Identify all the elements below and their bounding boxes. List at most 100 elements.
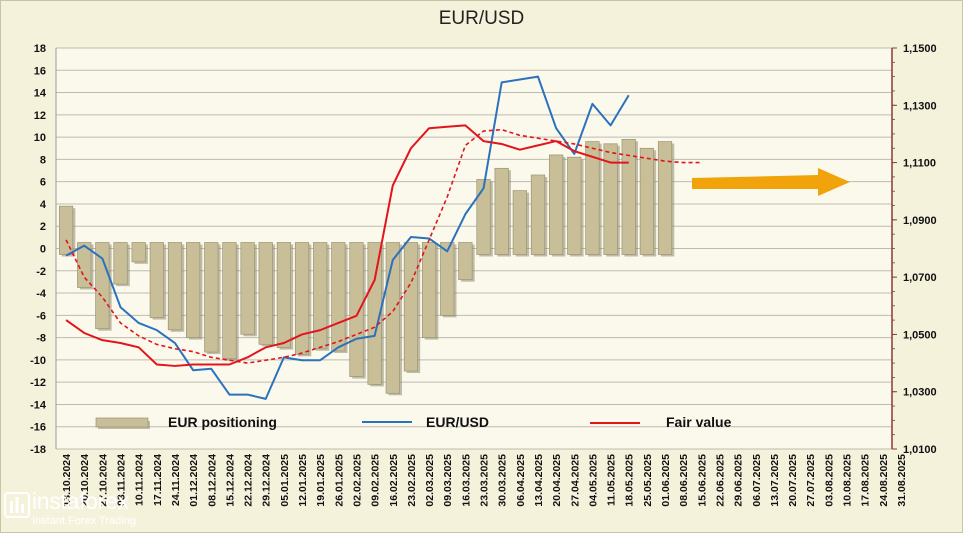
y-left-tick-label: -14 xyxy=(30,399,47,411)
legend-label-fair-value: Fair value xyxy=(666,414,732,430)
bar-eur-positioning xyxy=(385,242,400,394)
x-tick-label: 13.04.2025 xyxy=(533,454,545,507)
bar-eur-positioning xyxy=(349,242,364,377)
x-tick-label: 10.08.2025 xyxy=(842,454,854,507)
x-tick-label: 24.08.2025 xyxy=(878,454,890,507)
y-left-tick-label: -2 xyxy=(36,266,46,278)
x-tick-label: 27.07.2025 xyxy=(805,454,817,507)
bar-eur-positioning xyxy=(367,242,382,385)
line-fair-value xyxy=(65,124,629,367)
bar-eur-positioning xyxy=(567,156,582,255)
y-left-tick-label: -16 xyxy=(30,422,46,434)
x-tick-label: 15.06.2025 xyxy=(696,454,708,507)
legend-marker-positioning xyxy=(95,417,149,428)
x-tick-label: 29.06.2025 xyxy=(733,454,745,507)
bar-eur-positioning xyxy=(476,179,491,255)
x-tick-label: 16.02.2025 xyxy=(388,454,400,507)
y-left-tick-label: -10 xyxy=(30,355,46,367)
bar-eur-positioning xyxy=(204,242,219,353)
y-right-tick-label: 1,0700 xyxy=(903,272,937,284)
x-tick-label: 22.12.2024 xyxy=(243,454,255,507)
bar-eur-positioning xyxy=(639,147,654,255)
x-tick-label: 10.11.2024 xyxy=(134,454,146,506)
y-left-tick-label: 10 xyxy=(34,132,46,144)
bar-eur-positioning xyxy=(240,242,255,335)
bar-eur-positioning xyxy=(95,242,110,330)
x-tick-label: 02.03.2025 xyxy=(424,454,436,507)
x-tick-label: 31.08.2025 xyxy=(896,454,908,507)
legend-label-eurusd: EUR/USD xyxy=(426,414,490,430)
x-tick-label: 20.10.2024 xyxy=(79,454,91,507)
bar-eur-positioning xyxy=(549,154,564,255)
bar-eur-positioning xyxy=(167,242,183,331)
y-left-tick-label: -12 xyxy=(30,377,46,389)
x-tick-label: 13.10.2024 xyxy=(61,454,73,507)
bar-eur-positioning xyxy=(131,242,146,263)
bar-eur-positioning xyxy=(621,138,636,255)
line-eur-usd xyxy=(65,75,630,400)
y-right-tick-label: 1,1100 xyxy=(903,158,936,170)
y-left-tick-label: 2 xyxy=(40,221,46,233)
y-left-tick-label: 4 xyxy=(40,199,47,211)
x-tick-label: 19.01.2025 xyxy=(315,454,327,507)
x-tick-label: 03.11.2024 xyxy=(116,454,128,506)
y-right-tick-label: 1,1300 xyxy=(903,100,937,112)
bar-eur-positioning xyxy=(458,242,473,281)
bar-eur-positioning xyxy=(77,242,92,288)
x-tick-label: 09.02.2025 xyxy=(370,454,382,507)
y-right-tick-label: 1,0100 xyxy=(903,444,937,456)
y-left-tick-label: 0 xyxy=(40,244,46,256)
x-tick-label: 03.08.2025 xyxy=(823,454,835,507)
bar-eur-positioning xyxy=(222,242,237,360)
bar-eur-positioning xyxy=(313,242,328,350)
y-left-tick-label: -6 xyxy=(36,310,46,322)
logo-tagline: Instant Forex Trading xyxy=(32,515,136,527)
x-tick-label: 27.10.2024 xyxy=(97,454,109,507)
x-tick-label: 06.04.2025 xyxy=(515,454,527,507)
bar-eur-positioning xyxy=(294,242,310,355)
x-tick-label: 20.04.2025 xyxy=(551,454,563,507)
y-right-tick-label: 1,0900 xyxy=(903,215,937,227)
line-fair-value-trend xyxy=(65,128,702,364)
bar-eur-positioning xyxy=(331,242,346,352)
logo-name: instaforex xyxy=(32,488,129,514)
x-tick-label: 13.07.2025 xyxy=(769,454,781,507)
x-tick-label: 22.06.2025 xyxy=(714,454,726,507)
bar-eur-positioning xyxy=(530,174,546,255)
bar-eur-positioning xyxy=(440,242,455,316)
y-left-tick-label: 16 xyxy=(34,65,46,77)
y-right-tick-label: 1,1500 xyxy=(903,43,937,55)
x-tick-label: 18.05.2025 xyxy=(624,454,636,507)
x-tick-label: 26.01.2025 xyxy=(333,454,345,507)
x-tick-label: 29.12.2024 xyxy=(261,454,273,507)
bar-eur-positioning xyxy=(657,141,673,255)
bar-eur-positioning xyxy=(512,190,527,255)
y-left-tick-label: 12 xyxy=(34,110,46,122)
logo-icon xyxy=(4,492,30,518)
x-tick-label: 17.11.2024 xyxy=(152,454,164,506)
x-tick-label: 23.02.2025 xyxy=(406,454,418,507)
y-left-tick-label: 6 xyxy=(40,177,46,189)
x-tick-label: 08.06.2025 xyxy=(678,454,690,507)
bar-eur-positioning xyxy=(58,205,74,255)
x-tick-label: 25.05.2025 xyxy=(642,454,654,507)
bar-eur-positioning xyxy=(258,242,273,345)
bar-eur-positioning xyxy=(494,167,509,255)
y-right-tick-label: 1,0500 xyxy=(903,329,937,341)
x-tick-label: 20.07.2025 xyxy=(787,454,799,507)
x-tick-label: 05.01.2025 xyxy=(279,454,291,507)
x-tick-label: 30.03.2025 xyxy=(497,454,509,507)
x-tick-label: 12.01.2025 xyxy=(297,454,309,507)
x-tick-label: 27.04.2025 xyxy=(569,454,581,507)
bar-eur-positioning xyxy=(113,242,128,285)
x-tick-label: 06.07.2025 xyxy=(751,454,763,507)
x-tick-label: 24.11.2024 xyxy=(170,454,182,506)
y-left-tick-label: -18 xyxy=(30,444,46,456)
bar-eur-positioning xyxy=(403,242,419,372)
bar-eur-positioning xyxy=(276,242,291,348)
bar-eur-positioning xyxy=(603,143,618,255)
bar-eur-positioning xyxy=(149,242,164,318)
x-tick-label: 01.06.2025 xyxy=(660,454,672,507)
forecast-arrow xyxy=(692,168,850,197)
x-tick-label: 15.12.2024 xyxy=(224,454,236,507)
